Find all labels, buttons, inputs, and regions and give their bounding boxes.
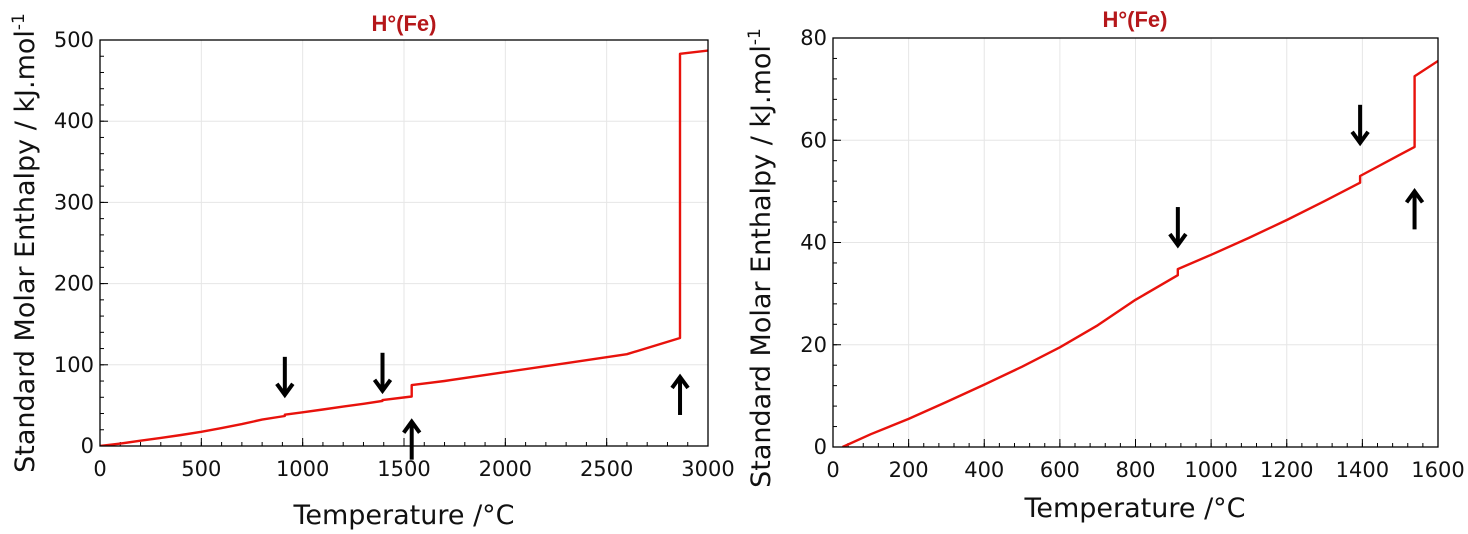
tick-labels: 0 500 1000 1500 2000 2500 3000 0 100 200 300 400 500 — [54, 28, 735, 481]
tick-labels: 0 200 400 600 800 1000 1200 1400 1600 0 20 40 60 80 — [800, 26, 1464, 482]
x-axis-label: Temperature /°C — [1023, 493, 1245, 524]
y-axis-label: Standard Molar Enthalpy / kJ.mol-1 — [9, 13, 41, 473]
x-tick-label: 2500 — [580, 457, 633, 481]
arrow-head — [1404, 187, 1425, 204]
chart-right: 0 200 400 600 800 1000 1200 1400 1600 0 20 40 60 80 H… — [745, 7, 1465, 524]
x-tick-label: 800 — [1115, 458, 1155, 482]
y-tick-label: 20 — [800, 333, 827, 357]
x-axis-label: Temperature /°C — [292, 500, 514, 531]
arrow-down-icon — [275, 356, 295, 399]
x-tick-label: 3000 — [681, 457, 734, 481]
arrow-up-icon — [1404, 187, 1425, 230]
y-tick-label: 100 — [54, 353, 94, 377]
y-axis-label-superscript: -1 — [9, 13, 29, 30]
arrow-down-icon — [372, 352, 393, 395]
y-tick-label: 40 — [800, 231, 827, 255]
x-tick-label: 400 — [964, 458, 1004, 482]
x-tick-label: 1000 — [1184, 458, 1237, 482]
arrow-head — [1168, 232, 1188, 249]
grid-lines — [832, 37, 1439, 448]
chart-title: H°(Fe) — [371, 11, 436, 36]
arrow-down-icon — [1350, 104, 1370, 147]
annotation-arrows — [275, 352, 690, 460]
enthalpy-series-line — [842, 59, 1438, 447]
arrow-head — [275, 382, 295, 399]
arrow-head — [670, 373, 690, 390]
enthalpy-series-line — [100, 49, 708, 446]
y-tick-label: 0 — [814, 435, 827, 459]
x-tick-label: 600 — [1040, 458, 1080, 482]
x-tick-label: 2000 — [479, 457, 532, 481]
y-tick-label: 200 — [54, 272, 94, 296]
grid-lines — [99, 39, 709, 447]
annotation-arrows — [1168, 104, 1425, 249]
arrow-down-icon — [1168, 207, 1188, 249]
plot-frame — [99, 39, 709, 447]
arrow-head — [1350, 130, 1370, 147]
chart-title: H°(Fe) — [1102, 7, 1167, 32]
arrow-head — [372, 378, 393, 395]
x-tick-label: 1500 — [377, 457, 430, 481]
arrow-up-icon — [402, 418, 422, 460]
x-tick-label: 0 — [93, 457, 106, 481]
y-tick-label: 80 — [800, 26, 827, 50]
arrow-head — [402, 418, 422, 434]
x-tick-label: 1000 — [276, 457, 329, 481]
x-tick-label: 1600 — [1411, 458, 1464, 482]
x-tick-label: 0 — [826, 458, 839, 482]
y-axis-label-text: Standard Molar Enthalpy / kJ.mol — [10, 30, 41, 473]
y-tick-label: 500 — [54, 28, 94, 52]
plot-frame — [832, 37, 1439, 448]
series-lines — [100, 49, 708, 446]
y-tick-label: 400 — [54, 109, 94, 133]
y-tick-label: 0 — [81, 434, 94, 458]
y-axis-label: Standard Molar Enthalpy / kJ.mol-1 — [745, 28, 777, 488]
x-tick-label: 200 — [889, 458, 929, 482]
x-tick-label: 1200 — [1260, 458, 1313, 482]
y-tick-label: 60 — [800, 128, 827, 152]
x-tick-label: 500 — [181, 457, 221, 481]
y-axis-label-text: Standard Molar Enthalpy / kJ.mol — [746, 45, 777, 488]
y-axis-label-superscript: -1 — [745, 28, 765, 45]
y-tick-label: 300 — [54, 190, 94, 214]
x-tick-label: 1400 — [1336, 458, 1389, 482]
chart-left: 0 500 1000 1500 2000 2500 3000 0 100 200 300 400 500… — [9, 11, 735, 531]
arrow-up-icon — [670, 373, 690, 415]
series-lines — [842, 59, 1438, 447]
